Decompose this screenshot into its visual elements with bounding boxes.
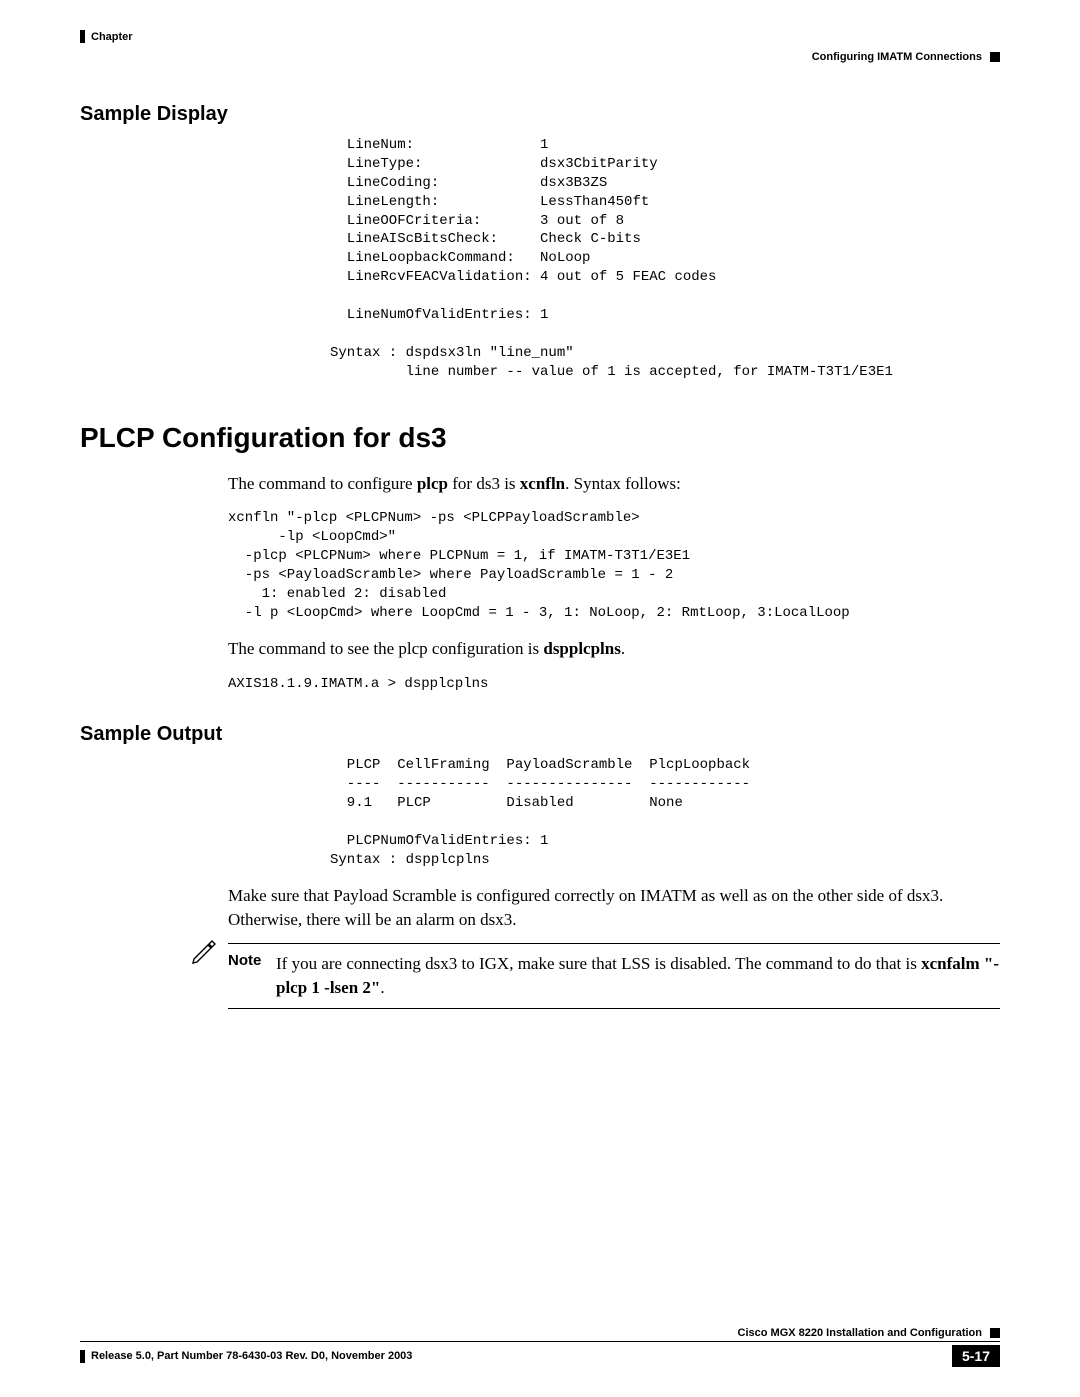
header-square-icon [990, 52, 1000, 62]
plcp-para1-post: . Syntax follows: [565, 474, 681, 493]
heading-plcp-config: PLCP Configuration for ds3 [80, 422, 1000, 454]
plcp-para2-post: . [621, 639, 625, 658]
footer-bar-icon [80, 1350, 85, 1363]
note-text-pre: If you are connecting dsx3 to IGX, make … [276, 954, 921, 973]
footer-manual-row: Cisco MGX 8220 Installation and Configur… [80, 1327, 1000, 1342]
plcp-para2-pre: The command to see the plcp configuratio… [228, 639, 543, 658]
header-chapter-label: Chapter [91, 31, 133, 43]
heading-sample-output: Sample Output [80, 723, 1000, 746]
note-label: Note [228, 952, 276, 1000]
plcp-para2-b1: dspplcplns [543, 639, 621, 658]
header-section-label: Configuring IMATM Connections [812, 51, 982, 63]
header-section-row: Configuring IMATM Connections [80, 51, 1000, 63]
plcp-para1-mid: for ds3 is [448, 474, 520, 493]
plcp-para1-b1: plcp [417, 474, 448, 493]
note-pencil-icon [190, 937, 218, 970]
page-number: 5-17 [952, 1345, 1000, 1367]
page-header: Chapter Configuring IMATM Connections [80, 30, 1000, 63]
terminal-sample-display: LineNum: 1 LineType: dsx3CbitParity Line… [330, 136, 1000, 382]
note-text-post: . [380, 978, 384, 997]
note-container: Note If you are connecting dsx3 to IGX, … [80, 943, 1000, 1009]
page-footer: Cisco MGX 8220 Installation and Configur… [80, 1327, 1000, 1367]
heading-sample-display: Sample Display [80, 103, 1000, 126]
code-xcnfln-syntax: xcnfln "-plcp <PLCPNum> -ps <PLCPPayload… [228, 509, 1000, 622]
plcp-para1-b2: xcnfln [520, 474, 565, 493]
footer-bottom-row: Release 5.0, Part Number 78-6430-03 Rev.… [80, 1345, 1000, 1367]
code-dspplcplns-cmd: AXIS18.1.9.IMATM.a > dspplcplns [228, 675, 1000, 694]
header-chapter-row: Chapter [80, 30, 1000, 43]
plcp-para1: The command to configure plcp for ds3 is… [228, 472, 1000, 496]
footer-release-row: Release 5.0, Part Number 78-6430-03 Rev.… [80, 1350, 412, 1363]
footer-square-icon [990, 1328, 1000, 1338]
plcp-para2: The command to see the plcp configuratio… [228, 637, 1000, 661]
header-bar-icon [80, 30, 85, 43]
page-container: Chapter Configuring IMATM Connections Sa… [0, 0, 1080, 1397]
note-block: Note If you are connecting dsx3 to IGX, … [228, 943, 1000, 1009]
sample-output-para: Make sure that Payload Scramble is confi… [228, 884, 1000, 932]
footer-manual-title: Cisco MGX 8220 Installation and Configur… [738, 1327, 982, 1339]
footer-release-info: Release 5.0, Part Number 78-6430-03 Rev.… [91, 1350, 412, 1362]
terminal-sample-output: PLCP CellFraming PayloadScramble PlcpLoo… [330, 756, 1000, 869]
plcp-para1-pre: The command to configure [228, 474, 417, 493]
note-text: If you are connecting dsx3 to IGX, make … [276, 952, 1000, 1000]
